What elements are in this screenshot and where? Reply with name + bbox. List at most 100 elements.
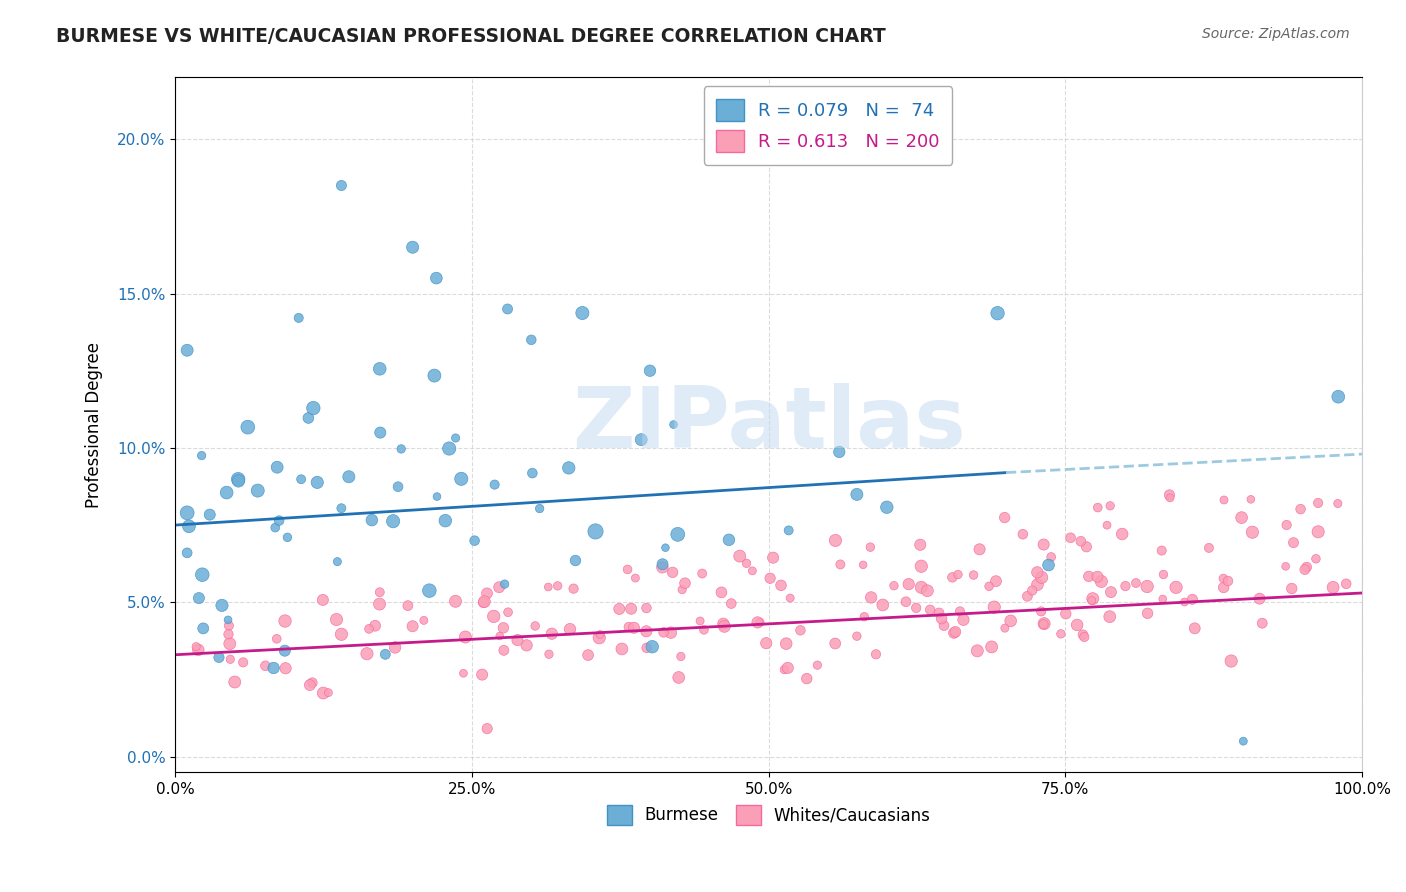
Point — [191, 567, 214, 582]
Point — [269, 514, 291, 528]
Point — [453, 666, 475, 681]
Point — [1213, 493, 1236, 508]
Point — [1305, 551, 1327, 566]
Point — [852, 558, 875, 572]
Point — [759, 571, 782, 585]
Point — [946, 567, 969, 582]
Point — [198, 508, 221, 522]
Point — [693, 623, 716, 637]
Point — [984, 574, 1007, 589]
Point — [266, 632, 288, 646]
Point — [488, 629, 510, 643]
Point — [1050, 627, 1073, 641]
Point — [1294, 563, 1316, 577]
Point — [211, 599, 233, 613]
Point — [496, 605, 519, 619]
Point — [1026, 577, 1049, 591]
Point — [1033, 616, 1056, 631]
Point — [1029, 604, 1052, 618]
Point — [1077, 569, 1099, 583]
Point — [1059, 531, 1081, 545]
Point — [942, 626, 965, 640]
Point — [668, 671, 690, 685]
Point — [475, 586, 498, 600]
Point — [396, 599, 419, 613]
Point — [558, 461, 581, 475]
Point — [845, 487, 868, 501]
Point — [576, 648, 599, 662]
Point — [558, 622, 581, 636]
Point — [302, 401, 325, 415]
Point — [585, 524, 607, 539]
Point — [824, 533, 846, 548]
Point — [1181, 592, 1204, 607]
Point — [1153, 567, 1175, 582]
Point — [444, 594, 467, 608]
Point — [980, 640, 1002, 654]
Point — [651, 560, 673, 574]
Point — [1017, 589, 1039, 603]
Point — [994, 510, 1017, 524]
Point — [357, 622, 380, 636]
Point — [931, 611, 953, 625]
Point — [654, 541, 676, 555]
Point — [588, 631, 610, 645]
Point — [368, 597, 391, 611]
Point — [905, 600, 928, 615]
Point — [488, 580, 510, 594]
Point — [454, 630, 477, 644]
Point — [845, 629, 868, 643]
Point — [1334, 576, 1357, 591]
Point — [266, 460, 288, 475]
Point — [516, 639, 538, 653]
Point — [949, 604, 972, 618]
Point — [187, 591, 209, 605]
Point — [434, 514, 457, 528]
Point — [662, 417, 685, 432]
Y-axis label: Professional Degree: Professional Degree — [86, 342, 103, 508]
Point — [636, 640, 658, 655]
Point — [368, 425, 391, 440]
Point — [620, 601, 643, 615]
Point — [1281, 582, 1303, 596]
Point — [1327, 390, 1350, 404]
Point — [1212, 572, 1234, 586]
Point — [1198, 541, 1220, 555]
Point — [1274, 559, 1296, 574]
Point — [894, 595, 917, 609]
Point — [1282, 535, 1305, 549]
Point — [524, 619, 547, 633]
Point — [218, 637, 240, 651]
Point — [177, 519, 200, 533]
Point — [228, 474, 250, 488]
Point — [276, 530, 298, 544]
Point — [571, 306, 593, 320]
Point — [494, 577, 516, 591]
Point — [641, 640, 664, 654]
Point — [945, 624, 967, 639]
Point — [671, 582, 693, 597]
Point — [176, 343, 198, 358]
Point — [617, 620, 640, 634]
Point — [1159, 488, 1181, 502]
Point — [616, 562, 638, 576]
Point — [917, 583, 939, 598]
Point — [636, 624, 658, 639]
Point — [1241, 525, 1264, 540]
Point — [1159, 491, 1181, 505]
Point — [747, 615, 769, 630]
Point — [828, 445, 851, 459]
Point — [307, 475, 329, 490]
Point — [263, 661, 285, 675]
Point — [190, 449, 212, 463]
Point — [356, 647, 378, 661]
Point — [382, 514, 405, 528]
Point — [215, 485, 238, 500]
Point — [1070, 534, 1092, 549]
Point — [274, 661, 297, 675]
Point — [484, 477, 506, 491]
Point — [1099, 499, 1122, 513]
Point — [673, 576, 696, 591]
Point — [564, 553, 586, 567]
Point — [932, 618, 955, 632]
